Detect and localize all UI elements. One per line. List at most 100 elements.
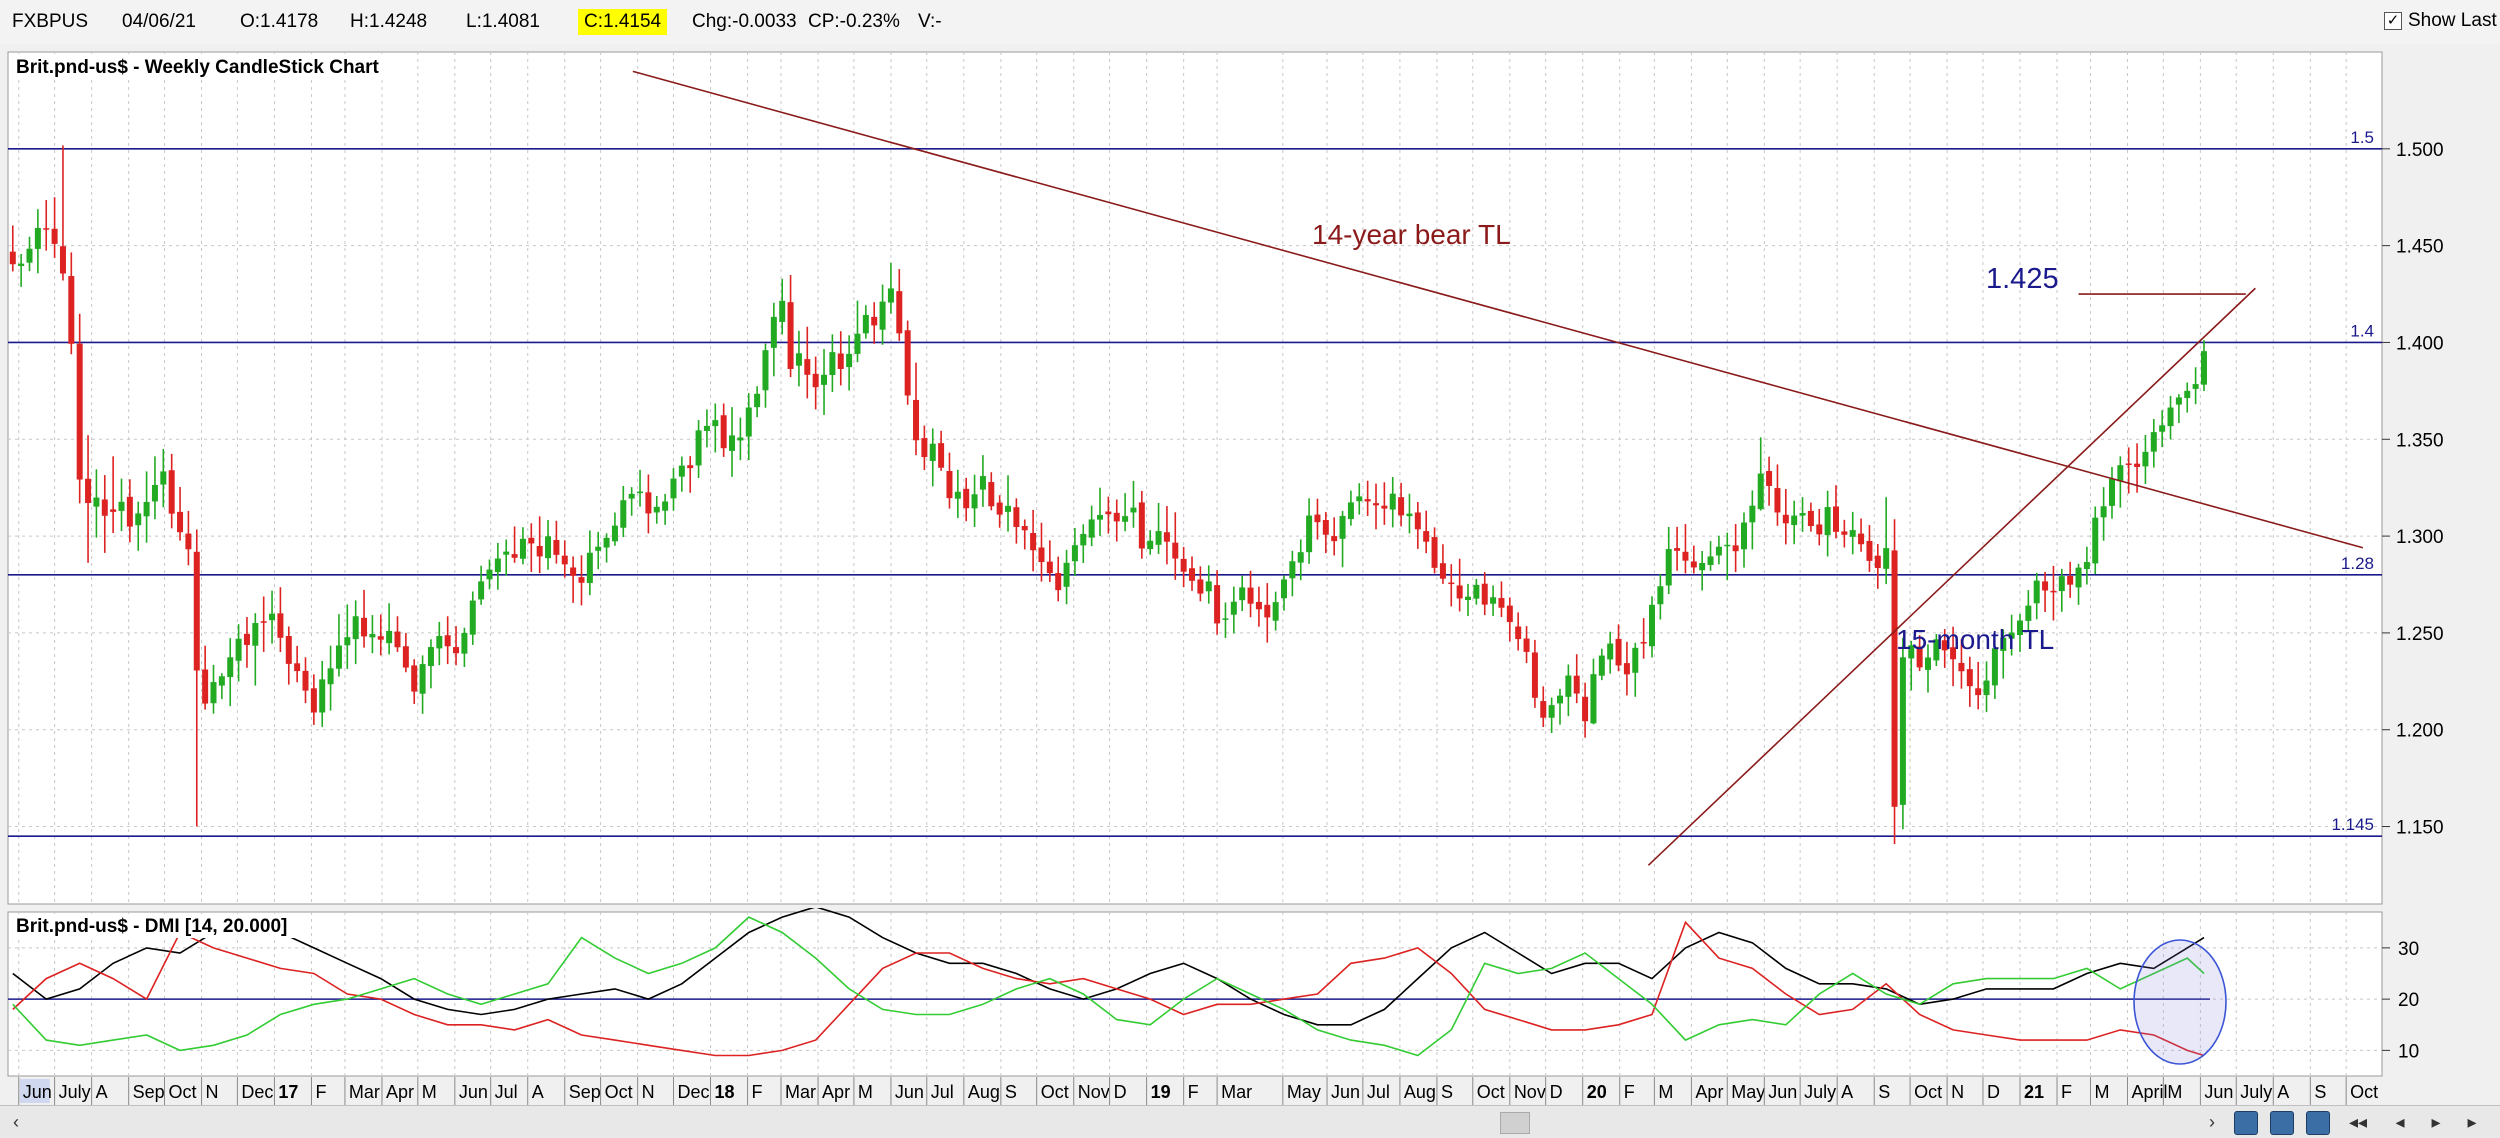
dmi-indicator-chart[interactable]: 30 20 10 Brit.pnd-us$ - DMI [14, 20.000] [0, 908, 2500, 1078]
time-axis-label: April [2132, 1082, 2168, 1102]
candle-body [2134, 463, 2141, 467]
candle-body [1623, 663, 1630, 675]
candle-body [260, 621, 267, 623]
candle-body [1373, 503, 1380, 506]
candle-body [1941, 640, 1948, 651]
time-axis-label: F [315, 1082, 326, 1102]
time-axis-label: 21 [2024, 1082, 2044, 1102]
candle-body [2042, 581, 2049, 591]
candle-body [1807, 510, 1814, 527]
show-last-toggle[interactable]: ✓ Show Last [2384, 10, 2497, 32]
zoom-reset-icon[interactable] [2306, 1111, 2330, 1135]
candle-body [2008, 632, 2015, 639]
candle-body [703, 425, 710, 431]
quote-bar: FXBPUS 04/06/21 O:1.4178 H:1.4248 L:1.40… [0, 0, 2500, 45]
time-axis-label: Sep [133, 1082, 165, 1102]
zoom-in-icon[interactable] [2234, 1111, 2258, 1135]
plot-area [7, 51, 2383, 905]
candle-body [2150, 432, 2157, 452]
candle-body [135, 513, 142, 526]
y-tick-label: 1.150 [2396, 818, 2444, 839]
time-axis-label: Jun [23, 1082, 52, 1102]
candlestick-chart[interactable]: 1.500 1.450 1.400 1.350 1.300 1.250 1.200 1.150… [0, 44, 2500, 908]
time-axis-label: N [1951, 1082, 1964, 1102]
candle-body [1883, 548, 1890, 569]
candle-body [1063, 562, 1070, 587]
candle-body [887, 288, 894, 303]
zoom-out-icon[interactable] [2270, 1111, 2294, 1135]
candle-body [2016, 620, 2023, 636]
candle-body [1991, 648, 1998, 686]
candle-body [854, 333, 861, 354]
time-axis-label: M [2167, 1082, 2182, 1102]
candle-body [1465, 596, 1472, 600]
time-axis-label: Mar [1221, 1082, 1252, 1102]
candle-body [377, 636, 384, 640]
candle-body [327, 668, 334, 685]
candle-body [536, 545, 543, 557]
candle-body [68, 276, 75, 344]
time-axis-label: M [858, 1082, 873, 1102]
time-axis-label: Mar [349, 1082, 380, 1102]
candle-body [896, 291, 903, 334]
candle-body [829, 352, 836, 375]
candle-body [218, 676, 225, 686]
candle-body [1105, 511, 1112, 515]
candle-body [1916, 646, 1923, 668]
candle-body [637, 491, 644, 494]
candle-body [971, 494, 978, 509]
time-axis-label: Jul [931, 1082, 954, 1102]
y-tick-label: 1.350 [2396, 430, 2444, 451]
candle-body [252, 623, 259, 646]
time-axis-label: Dec [677, 1082, 709, 1102]
candle-body [2033, 580, 2040, 604]
time-axis-label: Dec [241, 1082, 273, 1102]
trendline [632, 70, 2364, 549]
time-axis-label: Jun [2204, 1082, 2233, 1102]
candle-body [1540, 701, 1547, 718]
candle-body [804, 359, 811, 375]
candle-body [210, 682, 217, 704]
candle-body [729, 435, 736, 451]
candle-body [1908, 645, 1915, 659]
horizontal-level-label: 1.145 [2331, 815, 2374, 834]
volume-label: V:- [918, 11, 942, 32]
scroll-first-icon[interactable]: ◂◂ [2348, 1112, 2368, 1132]
candle-body [1113, 512, 1120, 522]
candle-body [1523, 638, 1530, 652]
time-axis-label: F [2061, 1082, 2072, 1102]
candle-body [2184, 390, 2191, 399]
candle-body [2050, 590, 2057, 593]
candle-body [871, 316, 878, 326]
candle-body [2125, 463, 2132, 465]
candle-body [143, 502, 150, 517]
candle-body [1791, 515, 1798, 526]
time-axis-label: A [2277, 1082, 2289, 1102]
candle-body [2025, 605, 2032, 621]
candle-body [779, 300, 786, 322]
time-axis-label: Oct [1477, 1082, 1505, 1102]
scroll-next-icon[interactable]: ▸ [2431, 1112, 2441, 1132]
scroll-thumb[interactable] [1500, 1112, 1530, 1134]
candle-body [51, 228, 58, 244]
show-last-checkbox[interactable]: ✓ [2384, 12, 2402, 30]
candle-body [1122, 516, 1129, 522]
candle-body [1214, 585, 1221, 624]
horizontal-scrollbar[interactable]: ‹ › ◂◂ ◂ ▸ ▸ [0, 1105, 2500, 1138]
candle-body [812, 373, 819, 388]
candle-body [285, 636, 292, 664]
candle-body [2142, 451, 2149, 467]
change-pct-label: CP:-0.23% [808, 11, 900, 32]
change-label: Chg:-0.0033 [692, 11, 797, 32]
candle-body [1080, 533, 1087, 546]
candle-body [1924, 657, 1931, 670]
scroll-last-icon[interactable]: ▸ [2467, 1112, 2477, 1132]
candle-body [1966, 669, 1973, 687]
scroll-prev-icon[interactable]: ◂ [2395, 1112, 2405, 1132]
candle-body [1799, 513, 1806, 516]
scroll-right-icon[interactable]: › [2209, 1112, 2215, 1132]
bear-trendline-label: 14-year bear TL [1312, 219, 1511, 250]
candle-body [269, 613, 276, 621]
scroll-left-icon[interactable]: ‹ [13, 1112, 19, 1132]
candle-body [411, 665, 418, 692]
